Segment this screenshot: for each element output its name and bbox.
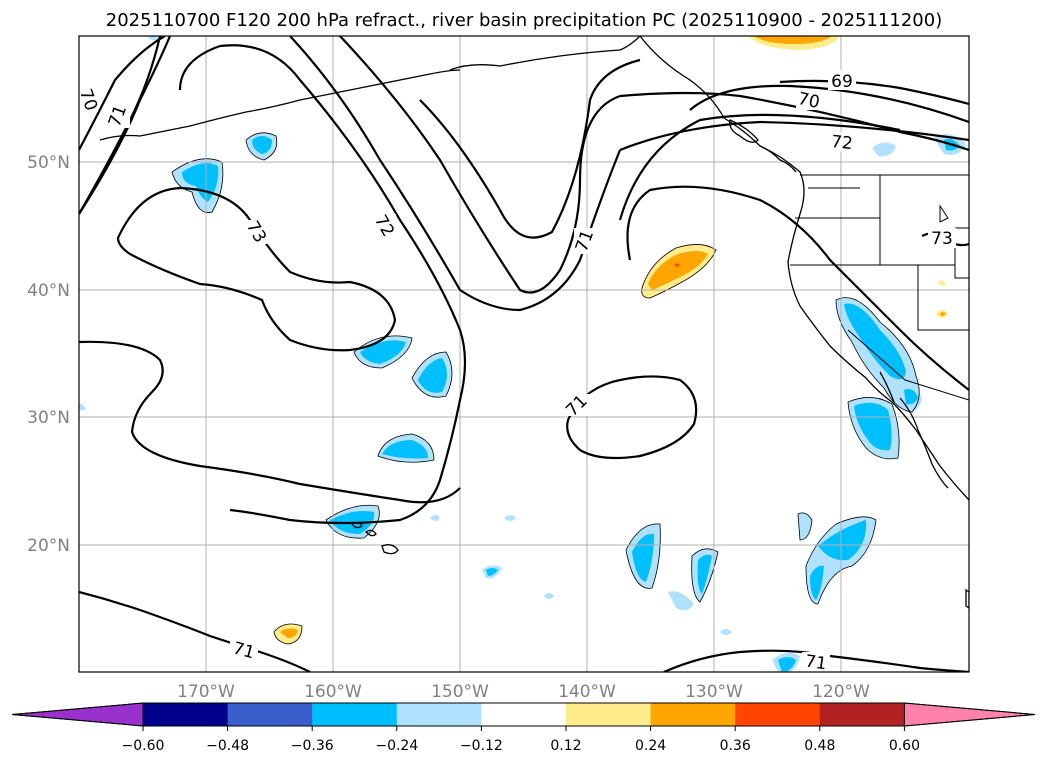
lon-tick-label: 160°W bbox=[304, 682, 362, 702]
colorbar-tick-label: 0.12 bbox=[550, 738, 581, 754]
colorbar-tick-label: −0.60 bbox=[122, 738, 165, 754]
colorbar-tick-label: −0.24 bbox=[375, 738, 418, 754]
colorbar-segment bbox=[481, 703, 567, 726]
contour-label: 73 bbox=[931, 229, 953, 249]
colorbar-segment bbox=[312, 703, 398, 726]
contour-labels: 69 70 70 71 72 72 73 71 71 71 71 73 bbox=[75, 70, 956, 675]
colorbar-segment bbox=[819, 703, 905, 726]
colorbar: −0.60 −0.48 −0.36 −0.24 −0.12 0.12 0.24 0.36 0.4… bbox=[11, 702, 1036, 754]
anomaly-patch bbox=[430, 515, 440, 521]
colorbar-segment bbox=[650, 703, 736, 726]
colorbar-segment bbox=[735, 703, 821, 726]
anomaly-patch bbox=[79, 403, 86, 411]
colorbar-tick-label: −0.12 bbox=[460, 738, 503, 754]
anomaly-patch bbox=[418, 358, 447, 393]
map-frame bbox=[78, 35, 970, 673]
colorbar-tick-label: −0.48 bbox=[206, 738, 249, 754]
coastlines bbox=[99, 36, 969, 609]
contour-label: 69 bbox=[831, 72, 853, 92]
anomaly-patch bbox=[674, 263, 680, 267]
lon-tick-label: 120°W bbox=[812, 682, 870, 702]
contour-label: 71 bbox=[804, 652, 828, 675]
anomaly-patch bbox=[904, 389, 918, 405]
lon-tick-label: 140°W bbox=[558, 682, 616, 702]
anomaly-patch bbox=[668, 591, 694, 611]
anomaly-patch bbox=[754, 36, 832, 44]
lon-tick-label: 170°W bbox=[177, 682, 235, 702]
lon-tick-label: 150°W bbox=[431, 682, 489, 702]
colorbar-segment bbox=[396, 703, 482, 726]
contour-label: 70 bbox=[75, 86, 101, 113]
colorbar-extend-low bbox=[11, 702, 144, 727]
anomaly-patch bbox=[486, 568, 498, 576]
anomaly-patch bbox=[872, 142, 896, 157]
longitude-tick-labels: 170°W 160°W 150°W 140°W 130°W 120°W bbox=[177, 682, 870, 702]
contour-label: 72 bbox=[830, 132, 854, 154]
colorbar-tick-label: 0.48 bbox=[804, 738, 835, 754]
anomaly-patch bbox=[360, 340, 406, 364]
anomaly-patch bbox=[382, 440, 428, 459]
anomaly-patch bbox=[810, 565, 824, 600]
lat-tick-label: 30°N bbox=[27, 408, 70, 428]
colorbar-segment bbox=[227, 703, 313, 726]
colorbar-tick-label: 0.24 bbox=[635, 738, 666, 754]
figure-title: 2025110700 F120 200 hPa refract., river … bbox=[106, 10, 942, 31]
lat-tick-label: 20°N bbox=[27, 536, 70, 556]
lon-tick-label: 130°W bbox=[685, 682, 743, 702]
colorbar-segment bbox=[566, 703, 652, 726]
anomaly-patch bbox=[940, 312, 946, 316]
colorbar-tick-label: −0.36 bbox=[291, 738, 334, 754]
anomaly-patch bbox=[146, 36, 160, 41]
anomaly-patch bbox=[648, 251, 708, 290]
political-borders bbox=[790, 174, 969, 401]
anomaly-patch bbox=[252, 136, 272, 154]
anomaly-patch bbox=[504, 515, 516, 521]
colorbar-extend-high bbox=[903, 702, 1036, 727]
anomaly-patch bbox=[818, 520, 867, 561]
colorbar-segment bbox=[143, 703, 229, 726]
lat-tick-label: 50°N bbox=[27, 153, 70, 173]
colorbar-tick-label: 0.60 bbox=[889, 738, 920, 754]
anomaly-patch bbox=[778, 657, 796, 672]
contour-label: 70 bbox=[796, 89, 821, 113]
anomaly-patch bbox=[854, 402, 892, 451]
anomaly-patch bbox=[697, 554, 712, 594]
anomaly-patch bbox=[720, 629, 732, 635]
anomaly-patch bbox=[280, 628, 298, 638]
colorbar-tick-label: 0.36 bbox=[720, 738, 751, 754]
anomaly-patch bbox=[544, 593, 554, 599]
anomaly-patch bbox=[844, 303, 906, 380]
lat-tick-label: 40°N bbox=[27, 281, 70, 301]
anomaly-patch bbox=[632, 533, 654, 582]
anomaly-patch bbox=[938, 280, 946, 286]
latitude-tick-labels: 50°N 40°N 30°N 20°N bbox=[27, 153, 70, 556]
